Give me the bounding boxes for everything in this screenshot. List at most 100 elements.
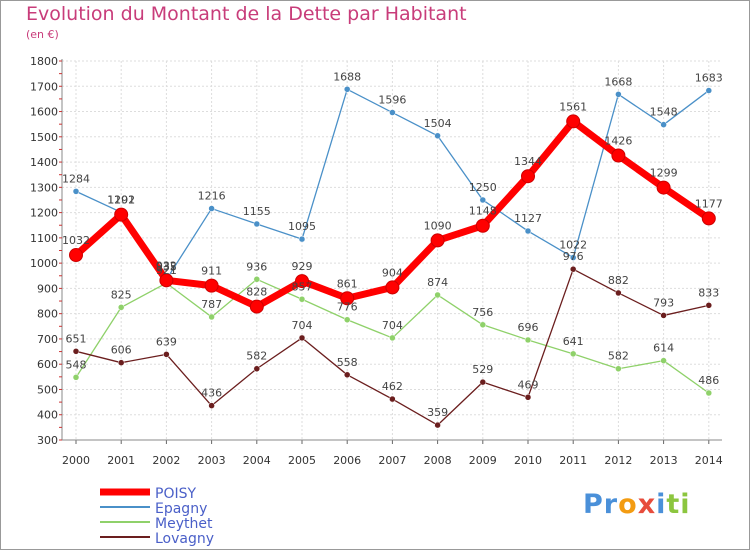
data-point [660,312,667,319]
data-label: 469 [518,378,539,391]
logo-letter: r [603,489,619,520]
data-label: 1148 [469,205,497,218]
data-label: 1201 [107,193,135,206]
data-point [249,299,264,314]
data-label: 1022 [559,239,587,252]
data-point [72,348,80,355]
y-tick-label: 1100 [30,232,58,245]
data-label: 776 [337,301,358,314]
chart-title: Evolution du Montant de la Dette par Hab… [26,3,467,25]
data-label: 936 [246,260,267,273]
data-point [163,351,170,358]
data-point [611,148,626,163]
data-label: 704 [292,319,313,332]
grid [62,60,722,441]
logo-letter: x [637,489,657,520]
chart-unit: (en €) [26,28,59,41]
data-point [389,334,396,342]
x-tick-label: 2010 [514,454,542,467]
logo-letter: o [618,489,638,520]
data-point [340,291,355,306]
data-label: 935 [156,261,177,274]
data-point [434,132,441,140]
x-tick-label: 2001 [107,454,135,467]
data-label: 1032 [62,234,90,247]
data-point [295,274,309,289]
x-tick-label: 2002 [152,454,180,467]
legend-label-epagny: Epagny [155,501,207,517]
x-tick-label: 2003 [198,454,226,467]
data-point [524,227,532,235]
data-point [117,304,125,311]
data-point [114,207,129,222]
data-point [615,365,622,372]
data-label: 704 [382,319,403,332]
data-label: 606 [111,344,132,357]
data-point [389,109,396,116]
data-label: 857 [292,280,313,293]
data-label: 696 [518,321,539,334]
data-point [479,196,487,204]
data-point [660,357,667,364]
data-point [117,359,125,366]
logo-letter: i [656,489,667,520]
data-point [569,350,577,358]
x-tick-label: 2007 [378,454,406,467]
y-tick-label: 1300 [30,181,58,194]
data-point [389,395,396,403]
data-point [208,313,215,321]
x-tick-label: 2014 [695,454,723,467]
data-label: 1216 [198,190,226,203]
x-tick-label: 2013 [650,454,678,467]
data-label: 1683 [695,72,723,85]
data-label: 558 [337,356,358,369]
legend-label-lovagny: Lovagny [155,531,214,547]
data-point [705,389,713,397]
y-tick-label: 900 [37,282,58,295]
data-point [159,273,174,288]
data-label: 1090 [424,219,452,232]
data-point [569,265,577,273]
data-label: 793 [653,296,674,309]
data-label: 359 [427,406,448,419]
data-label: 1668 [604,75,632,88]
data-point [569,254,577,261]
data-label: 874 [427,276,448,289]
data-point [705,87,713,94]
data-point [521,169,535,184]
y-tick-label: 300 [37,434,58,447]
data-label: 639 [156,335,177,348]
data-label: 1299 [650,167,678,180]
data-label: 1561 [559,100,587,113]
x-tick-label: 2008 [424,454,452,467]
data-point [434,421,441,429]
data-point [298,235,306,243]
data-point [566,114,581,129]
data-label: 529 [472,363,493,376]
legend-label-poisy: POISY [155,486,196,502]
data-label: 1548 [650,106,678,119]
data-label: 1192 [107,194,135,207]
data-label: 861 [337,277,358,290]
x-tick-label: 2006 [333,454,361,467]
data-point [253,220,261,228]
data-label: 756 [472,306,493,319]
series-lines [69,86,716,429]
y-tick-label: 1800 [30,55,58,68]
data-label: 921 [156,264,177,277]
data-point [204,278,219,293]
data-point [72,374,80,381]
data-point [475,218,490,233]
y-tick-label: 400 [37,409,58,422]
data-label: 1344 [514,155,542,168]
data-label: 486 [698,374,719,387]
data-label: 1688 [333,70,361,83]
data-point [434,291,441,299]
x-tick-label: 2004 [243,454,271,467]
data-label: 904 [382,266,403,279]
data-label: 582 [608,350,629,363]
data-point [615,289,622,297]
